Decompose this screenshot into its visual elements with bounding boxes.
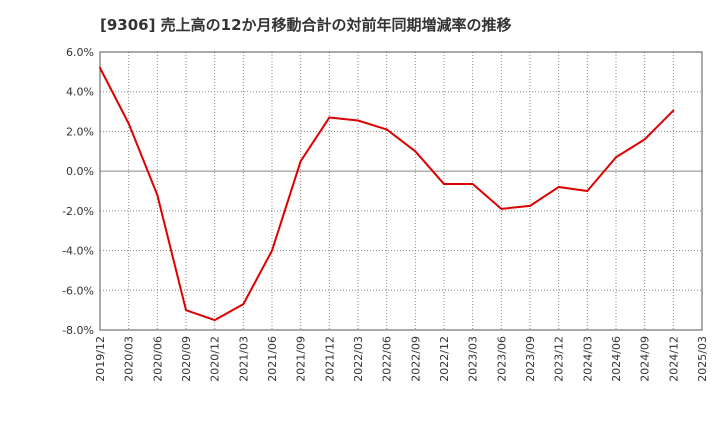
y-axis-labels: 6.0% 4.0% 2.0% 0.0% -2.0% -4.0% -6.0% -8.0%	[62, 46, 94, 337]
x-tick-label: 2019/12	[94, 336, 107, 382]
x-tick-label: 2022/06	[381, 336, 394, 382]
x-tick-label: 2020/03	[123, 336, 136, 382]
data-point	[299, 160, 302, 163]
data-point	[127, 122, 130, 125]
data-point	[185, 309, 187, 312]
x-tick-label: 2024/09	[639, 336, 652, 382]
grid-lines	[100, 52, 702, 330]
y-tick-label: 4.0%	[66, 86, 94, 99]
x-tick-label: 2022/03	[352, 336, 365, 382]
data-point	[213, 319, 216, 322]
x-tick-label: 2021/09	[295, 336, 308, 382]
x-tick-label: 2023/12	[553, 336, 566, 382]
data-point	[414, 150, 417, 153]
series-layer	[99, 66, 675, 322]
data-point	[557, 186, 560, 189]
x-tick-label: 2024/12	[667, 336, 680, 382]
data-point	[586, 190, 589, 192]
data-point	[529, 204, 531, 207]
x-axis-labels: 2019/12 2020/03 2020/06 2020/09 2020/12 2021/…	[94, 336, 709, 382]
y-tick-label: 0.0%	[66, 165, 94, 178]
chart-title: [9306] 売上高の12か月移動合計の対前年同期増減率の推移	[100, 16, 512, 34]
y-tick-label: -2.0%	[62, 205, 94, 218]
data-point	[271, 249, 273, 252]
x-tick-label: 2022/09	[409, 336, 422, 382]
x-tick-label: 2024/06	[610, 336, 623, 382]
data-point	[672, 109, 675, 112]
y-tick-label: -8.0%	[62, 324, 94, 337]
x-tick-label: 2020/12	[209, 336, 222, 382]
x-tick-label: 2021/06	[266, 336, 279, 382]
x-tick-label: 2020/06	[151, 336, 164, 382]
x-tick-label: 2022/12	[438, 336, 451, 382]
plot-frame	[99, 51, 703, 331]
data-point	[328, 116, 331, 119]
y-tick-label: -4.0%	[62, 245, 94, 258]
data-point	[500, 207, 503, 210]
data-point	[471, 183, 474, 186]
x-tick-label: 2021/12	[323, 336, 336, 382]
data-point	[99, 66, 101, 69]
y-tick-label: -6.0%	[62, 284, 94, 297]
data-point	[443, 183, 445, 186]
x-tick-label: 2023/06	[495, 336, 508, 382]
x-tick-label: 2023/09	[524, 336, 537, 382]
x-tick-label: 2024/03	[581, 336, 594, 382]
x-tick-label: 2021/03	[237, 336, 250, 382]
data-point	[242, 303, 245, 306]
x-tick-label: 2025/03	[696, 336, 709, 382]
data-point	[357, 119, 359, 122]
x-tick-label: 2023/03	[467, 336, 480, 382]
data-point	[643, 138, 646, 141]
data-point	[385, 128, 388, 131]
plot-area-frame	[99, 51, 703, 331]
y-tick-label: 6.0%	[66, 46, 94, 59]
x-tick-label: 2020/09	[180, 336, 193, 382]
data-point	[615, 156, 617, 159]
y-tick-label: 2.0%	[66, 125, 94, 138]
data-point	[156, 193, 159, 196]
